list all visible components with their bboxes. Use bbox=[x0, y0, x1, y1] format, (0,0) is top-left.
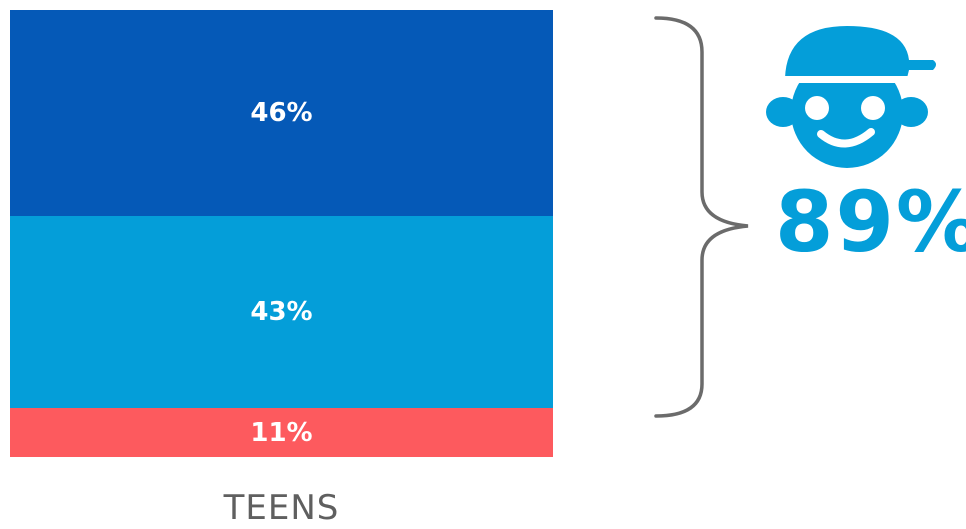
data-label-1: 43% bbox=[250, 297, 313, 327]
teen-face-with-cap-icon bbox=[766, 26, 936, 168]
bar-segment-0: 46% bbox=[10, 10, 553, 216]
total-percentage-label: 89% bbox=[775, 173, 966, 271]
data-label-0: 46% bbox=[250, 98, 313, 128]
category-label: TEENS bbox=[223, 488, 340, 528]
stacked-bar-chart: 46% 43% 11% bbox=[10, 10, 553, 457]
data-label-2: 11% bbox=[250, 417, 313, 448]
bar-segment-2: 11% bbox=[10, 408, 553, 457]
curly-brace bbox=[654, 16, 749, 418]
bar-segment-1: 43% bbox=[10, 216, 553, 408]
